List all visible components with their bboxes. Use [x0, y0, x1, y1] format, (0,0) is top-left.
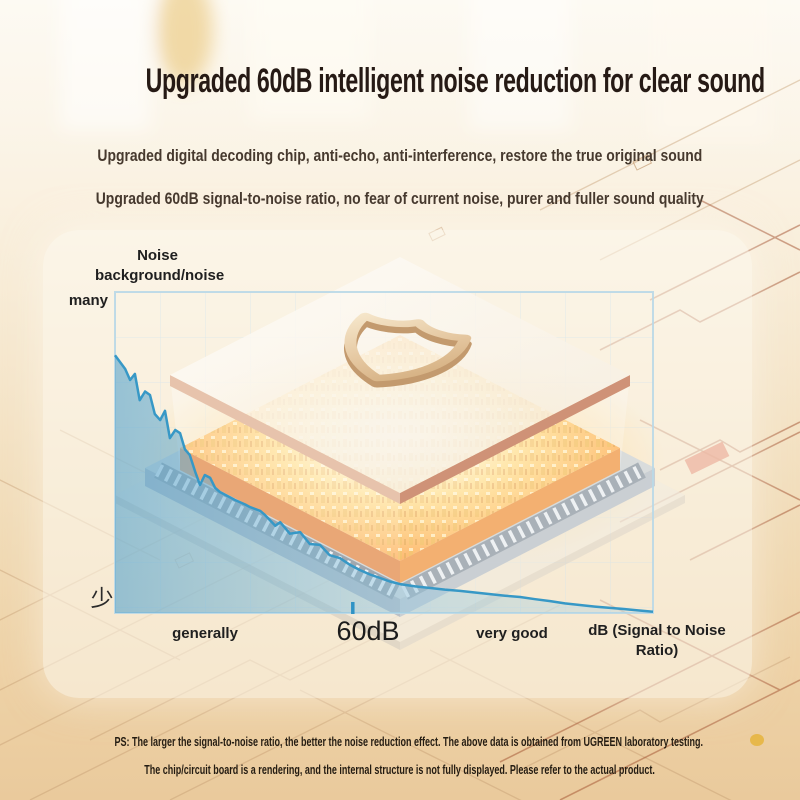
page-title-text: Upgraded 60dB intelligent noise reductio…: [145, 62, 765, 100]
subtitle-line-1: Upgraded digital decoding chip, anti-ech…: [97, 146, 703, 165]
x-tick-generally: generally: [172, 625, 238, 642]
y-max-label: many: [68, 292, 108, 309]
footer-note-1: PS: The larger the signal-to-noise ratio…: [114, 735, 704, 749]
x-axis-title: dB (Signal to Noise Ratio): [588, 622, 726, 660]
y-min-label: 少: [90, 585, 114, 611]
x-tick-very-good: very good: [476, 625, 548, 642]
noise-curve-line: [113, 354, 654, 613]
shield-icon: [344, 312, 472, 388]
pin-ribs-right: [401, 464, 645, 598]
chip-glass-walls: [170, 375, 630, 583]
x-tick-60db: 60dB: [336, 616, 400, 646]
page-title: Upgraded 60dB intelligent noise reductio…: [0, 62, 800, 101]
top-light-streaks: [60, 0, 770, 140]
y-axis-title: Noise background/noise: [95, 247, 225, 285]
footer-note-2: The chip/circuit board is a rendering, a…: [144, 763, 656, 777]
subtitle-line-2: Upgraded 60dB signal-to-noise ratio, no …: [95, 189, 705, 208]
noise-curve-area: [115, 355, 653, 613]
